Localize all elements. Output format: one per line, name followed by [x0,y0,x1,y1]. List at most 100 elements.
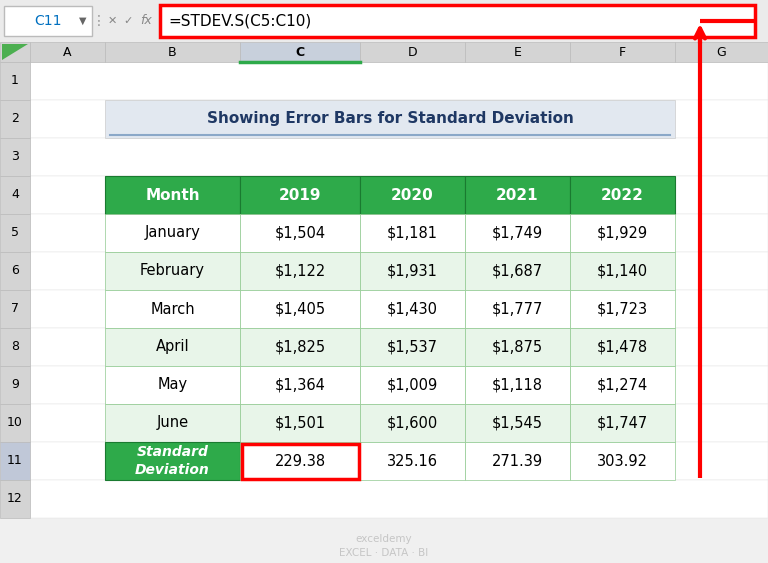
Text: 12: 12 [7,493,23,506]
Bar [105,176,240,214]
Bar [240,214,360,252]
Bar [0,252,30,290]
Bar [105,328,240,366]
Bar [0,328,30,366]
Text: $1,501: $1,501 [274,415,326,431]
Bar [30,176,768,214]
Text: $1,931: $1,931 [387,263,438,279]
Text: 303.92: 303.92 [597,454,648,468]
Bar [0,0,768,42]
Text: 4: 4 [11,189,19,202]
Bar [105,442,240,480]
Text: Standard
Deviation: Standard Deviation [135,445,210,477]
Text: D: D [408,46,417,59]
Text: G: G [717,46,727,59]
Text: $1,504: $1,504 [274,226,326,240]
Bar [0,442,30,480]
Bar [465,404,570,442]
Text: Month: Month [145,187,200,203]
Bar [30,252,768,290]
Bar [30,138,768,176]
Text: January: January [144,226,200,240]
Bar [30,442,768,480]
Text: 8: 8 [11,341,19,354]
Bar [30,100,768,138]
Bar [570,214,675,252]
Text: 5: 5 [11,226,19,239]
Text: March: March [151,302,195,316]
Text: 2022: 2022 [601,187,644,203]
Text: $1,009: $1,009 [387,378,438,392]
Bar [0,214,30,252]
Text: 6: 6 [11,265,19,278]
Text: April: April [156,339,190,355]
Bar [30,214,768,252]
Bar [570,252,675,290]
Text: $1,430: $1,430 [387,302,438,316]
Text: 325.16: 325.16 [387,454,438,468]
Bar [240,442,360,480]
Bar [105,100,675,138]
Text: $1,118: $1,118 [492,378,543,392]
Bar [360,404,465,442]
Bar [240,290,360,328]
Bar [0,62,30,100]
Text: $1,140: $1,140 [597,263,648,279]
Bar [360,366,465,404]
Text: 11: 11 [7,454,23,467]
Bar [30,404,768,442]
Bar [465,366,570,404]
Text: $1,537: $1,537 [387,339,438,355]
Bar [570,176,675,214]
Text: exceldemy
EXCEL · DATA · BI: exceldemy EXCEL · DATA · BI [339,534,429,558]
Text: 1: 1 [11,74,19,87]
Bar [30,62,768,100]
Bar [0,290,30,328]
Bar [570,404,675,442]
Bar [465,290,570,328]
Text: 10: 10 [7,417,23,430]
Text: $1,545: $1,545 [492,415,543,431]
Bar [570,366,675,404]
Text: 9: 9 [11,378,19,391]
Text: C11: C11 [35,14,61,28]
Bar [240,366,360,404]
Text: $1,777: $1,777 [492,302,543,316]
Text: F: F [619,46,626,59]
Bar [240,252,360,290]
Bar [570,442,675,480]
Text: $1,274: $1,274 [597,378,648,392]
Bar [0,100,30,138]
Bar [465,252,570,290]
Bar [240,176,360,214]
Bar [360,252,465,290]
Text: 3: 3 [11,150,19,163]
Text: June: June [157,415,189,431]
Bar [4,6,92,36]
Text: 7: 7 [11,302,19,315]
Text: $1,478: $1,478 [597,339,648,355]
Bar [105,214,240,252]
Bar [0,138,30,176]
Text: $1,405: $1,405 [274,302,326,316]
Text: 2: 2 [11,113,19,126]
Text: 2020: 2020 [391,187,434,203]
Bar [360,214,465,252]
Bar [570,328,675,366]
Text: $1,825: $1,825 [274,339,326,355]
Text: C: C [296,46,305,59]
Text: $1,181: $1,181 [387,226,438,240]
Bar [105,42,240,62]
Bar [360,176,465,214]
Bar [0,176,30,214]
Bar [30,480,768,518]
Bar [465,442,570,480]
Bar [105,404,240,442]
Text: fx: fx [140,15,152,28]
Bar [30,290,768,328]
Bar [675,42,768,62]
Text: 271.39: 271.39 [492,454,543,468]
Text: $1,929: $1,929 [597,226,648,240]
Bar [240,42,360,62]
Bar [160,5,755,37]
